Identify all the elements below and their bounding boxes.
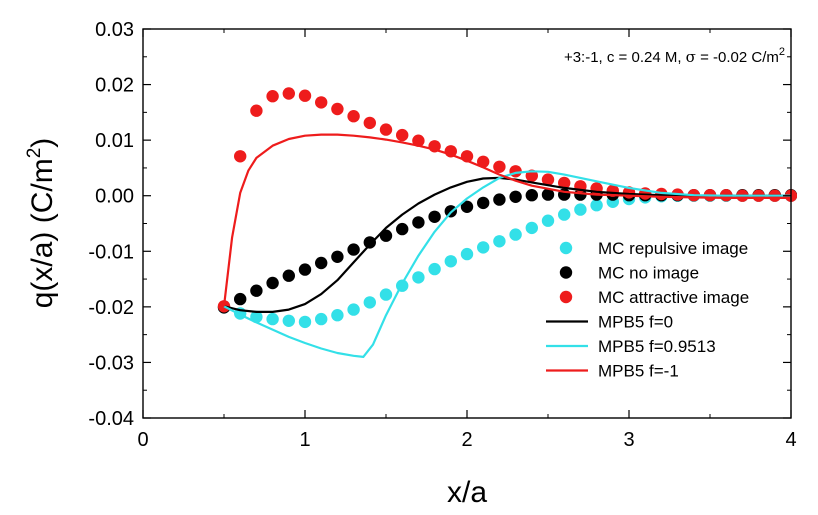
data-point: [412, 216, 425, 229]
plot-frame: [142, 28, 792, 419]
data-point: [460, 247, 474, 261]
data-point: [477, 196, 490, 210]
legend-label: MPB5 f=0.9513: [598, 337, 716, 356]
data-point: [525, 189, 538, 202]
data-point: [525, 221, 538, 235]
data-point: [590, 199, 603, 212]
data-point: [298, 263, 312, 276]
axes-layer: 0 1 2 3 4 -0.04 -0.03 -0.02 -0.01 0.00 0.01 0.02 0.0…: [88, 19, 796, 451]
data-point: [444, 255, 457, 268]
legend-label: MPB5 f=0: [598, 313, 673, 332]
x-tick-label: 3: [623, 429, 634, 451]
series-line-mpb5-f-0-9513: [223, 170, 791, 358]
data-point: [541, 214, 555, 227]
y-tick-label: -0.02: [88, 297, 134, 319]
data-point: [234, 292, 247, 306]
series-line-mpb5-f-0: [223, 176, 791, 313]
data-point: [428, 262, 441, 276]
data-point: [315, 312, 328, 326]
series-mc-repulsive-image: [217, 189, 797, 329]
legend-marker: [559, 266, 573, 279]
data-point: [460, 200, 474, 213]
data-point: [347, 303, 360, 316]
data-point: [509, 165, 522, 178]
legend-marker: [559, 290, 573, 304]
data-point: [266, 312, 279, 326]
data-point: [541, 188, 555, 201]
x-axis-label: x/a: [447, 476, 487, 509]
data-point: [396, 128, 409, 142]
x-tick-label: 4: [785, 429, 796, 451]
x-tick-label: 1: [299, 429, 310, 451]
y-tick-label: -0.03: [88, 352, 134, 374]
data-point: [250, 284, 263, 297]
data-point: [541, 173, 555, 186]
legend-item: MPB5 f=0.9513: [546, 337, 716, 356]
y-tick-label: 0.03: [95, 19, 134, 41]
y-tick-label: 0.00: [95, 186, 134, 208]
data-point: [412, 271, 425, 284]
data-point: [298, 89, 312, 102]
data-point: [282, 269, 295, 282]
data-point: [493, 160, 506, 173]
data-point: [509, 190, 522, 203]
data-point: [558, 208, 571, 221]
data-point: [282, 87, 295, 100]
legend-marker: [559, 241, 573, 255]
data-point: [477, 155, 490, 168]
y-tick-label: 0.02: [95, 75, 134, 97]
legend-item: MPB5 f=-1: [546, 362, 679, 381]
data-point: [477, 241, 490, 254]
data-point: [266, 90, 279, 103]
data-point: [412, 134, 425, 147]
data-point: [509, 228, 522, 241]
data-point: [363, 296, 376, 309]
data-point: [282, 314, 295, 327]
data-point: [428, 210, 441, 223]
data-point: [331, 309, 344, 322]
data-point: [266, 276, 279, 290]
y-tick-label: 0.01: [95, 130, 134, 152]
data-point: [396, 222, 409, 236]
data-point: [363, 236, 376, 249]
y-axis-label: q(x/a) (C/m2): [24, 138, 59, 309]
data-point: [493, 193, 506, 206]
data-point: [315, 256, 328, 270]
legend-item: MPB5 f=0: [546, 313, 673, 332]
data-point: [331, 250, 344, 263]
legend-label: MC repulsive image: [598, 239, 748, 258]
legend-item: MC attractive image: [559, 288, 749, 307]
legend-label: MC attractive image: [598, 288, 749, 307]
data-point: [315, 96, 328, 109]
series-layer: [217, 87, 797, 358]
legend-label: MC no image: [598, 264, 699, 283]
series-line-mpb5-f-1: [222, 133, 791, 307]
data-point: [298, 315, 312, 329]
chart-annotation: +3:-1, c = 0.24 M, σ = -0.02 C/m2: [564, 46, 785, 66]
legend: MC repulsive image MC no image MC attracti…: [546, 239, 749, 381]
y-tick-label: -0.01: [88, 241, 134, 263]
x-tick-label: 2: [461, 429, 472, 451]
data-point: [250, 104, 263, 117]
data-point: [493, 235, 506, 248]
legend-item: MC repulsive image: [559, 239, 748, 258]
data-point: [331, 102, 344, 116]
y-tick-label: -0.04: [88, 408, 134, 430]
legend-label: MPB5 f=-1: [598, 362, 679, 381]
data-point: [379, 123, 393, 136]
data-point: [574, 203, 587, 216]
legend-item: MC no image: [559, 264, 699, 283]
data-point: [347, 243, 360, 256]
x-tick-label: 0: [137, 429, 148, 451]
data-point: [363, 116, 376, 130]
data-point: [347, 110, 360, 123]
data-point: [379, 288, 393, 301]
data-point: [234, 150, 247, 163]
series-mc-attractive-image: [217, 87, 797, 313]
data-point: [558, 176, 571, 190]
